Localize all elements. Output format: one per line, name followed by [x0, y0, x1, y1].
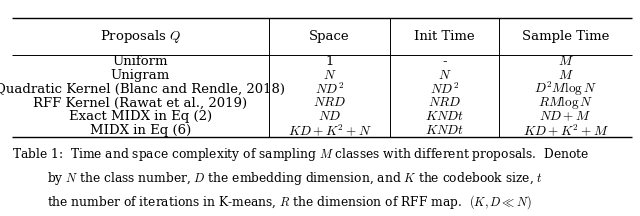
- Text: $N$: $N$: [438, 69, 451, 82]
- Text: the number of iterations in K-means, $R$ the dimension of RFF map.  $(K, D \ll N: the number of iterations in K-means, $R$…: [47, 193, 531, 211]
- Text: Proposals $Q$: Proposals $Q$: [100, 28, 181, 45]
- Text: $ND^2$: $ND^2$: [315, 82, 344, 97]
- Text: $M$: $M$: [557, 69, 573, 82]
- Text: Quadratic Kernel (Blanc and Rendle, 2018): Quadratic Kernel (Blanc and Rendle, 2018…: [0, 83, 285, 96]
- Text: Table 1:  Time and space complexity of sampling $M$ classes with different propo: Table 1: Time and space complexity of sa…: [12, 146, 589, 163]
- Text: $KD+K^2+N$: $KD+K^2+N$: [288, 122, 372, 138]
- Text: $M$: $M$: [557, 56, 573, 68]
- Text: -: -: [442, 56, 447, 68]
- Text: 1: 1: [326, 56, 334, 68]
- Text: Sample Time: Sample Time: [522, 30, 609, 43]
- Text: $KNDt$: $KNDt$: [425, 124, 464, 137]
- Text: by $N$ the class number, $D$ the embedding dimension, and $K$ the codebook size,: by $N$ the class number, $D$ the embeddi…: [47, 170, 543, 187]
- Text: Exact MIDX in Eq (2): Exact MIDX in Eq (2): [68, 110, 212, 123]
- Text: Space: Space: [309, 30, 350, 43]
- Text: $ND+M$: $ND+M$: [540, 110, 592, 123]
- Text: $ND$: $ND$: [318, 110, 341, 123]
- Text: $D^2M\log N$: $D^2M\log N$: [534, 80, 597, 98]
- Text: $NRD$: $NRD$: [313, 97, 346, 110]
- Text: $ND^2$: $ND^2$: [430, 82, 459, 97]
- Text: $KNDt$: $KNDt$: [425, 110, 464, 123]
- Text: $N$: $N$: [323, 69, 337, 82]
- Text: MIDX in Eq (6): MIDX in Eq (6): [90, 124, 191, 137]
- Text: $RM\log N$: $RM\log N$: [538, 94, 593, 111]
- Text: $KD+K^2+M$: $KD+K^2+M$: [523, 122, 609, 138]
- Text: Init Time: Init Time: [414, 30, 475, 43]
- Text: $NRD$: $NRD$: [428, 97, 461, 110]
- Text: RFF Kernel (Rawat et al., 2019): RFF Kernel (Rawat et al., 2019): [33, 97, 248, 110]
- Text: Unigram: Unigram: [111, 69, 170, 82]
- Text: Uniform: Uniform: [113, 56, 168, 68]
